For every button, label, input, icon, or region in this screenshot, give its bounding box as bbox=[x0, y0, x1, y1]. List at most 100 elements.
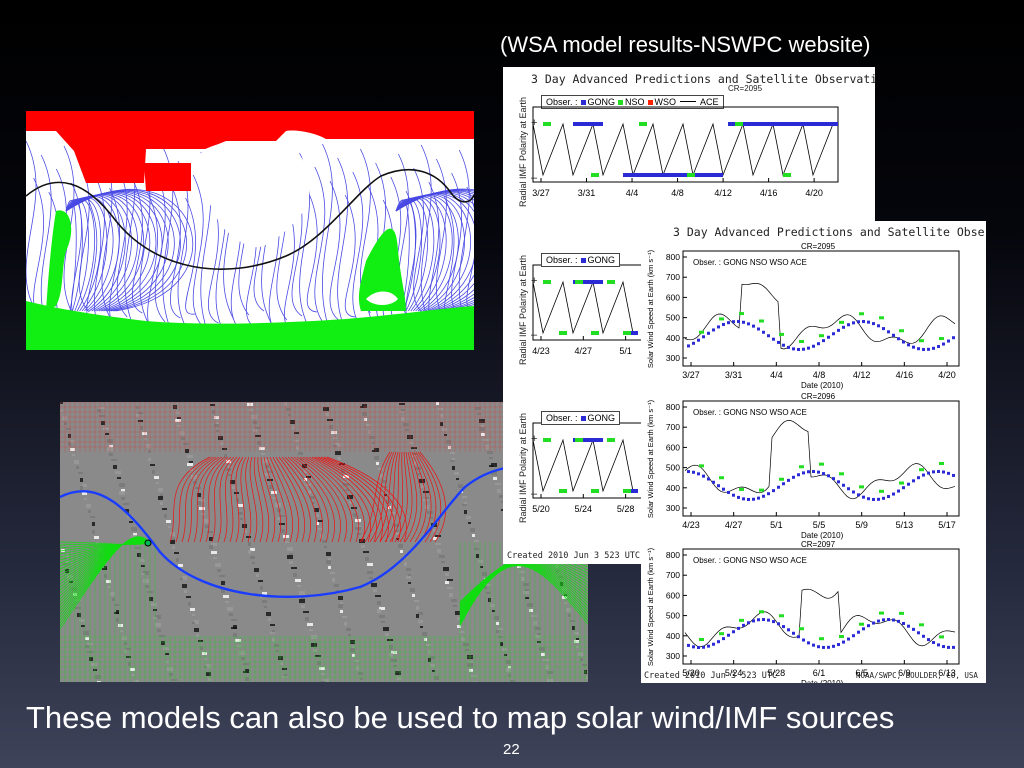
gong-point bbox=[857, 630, 860, 634]
gong-point bbox=[907, 343, 910, 347]
speed-y-tick: 400 bbox=[666, 483, 680, 493]
gong-point bbox=[842, 483, 845, 487]
speed-chart-title: 3 Day Advanced Predictions and Satellite… bbox=[673, 225, 986, 239]
gong-point bbox=[777, 622, 780, 626]
speed-y-tick: 400 bbox=[666, 631, 680, 641]
gong-point bbox=[717, 640, 720, 644]
gong-point bbox=[837, 643, 840, 647]
gong-point bbox=[722, 637, 725, 641]
speed-x-tick: 4/20 bbox=[938, 370, 956, 380]
nso-point bbox=[919, 623, 924, 627]
gong-point bbox=[772, 337, 775, 341]
gong-point bbox=[857, 493, 860, 497]
gong-point bbox=[847, 637, 850, 641]
gong-point bbox=[892, 618, 895, 622]
speed-x-tick: 5/17 bbox=[938, 520, 956, 530]
gong-point bbox=[752, 619, 755, 623]
gong-point bbox=[772, 620, 775, 624]
imf-x-tick: 4/20 bbox=[805, 188, 823, 198]
nso-point bbox=[759, 319, 764, 323]
nso-point bbox=[759, 610, 764, 614]
gong-point bbox=[832, 477, 835, 481]
gong-point bbox=[752, 324, 755, 328]
speed-x-tick: 6/1 bbox=[813, 668, 826, 678]
gong-point bbox=[702, 474, 705, 478]
gong-point bbox=[792, 475, 795, 479]
synoptic-magnetogram bbox=[60, 402, 588, 682]
gong-point bbox=[772, 489, 775, 493]
gong-point bbox=[787, 345, 790, 349]
gong-point bbox=[712, 480, 715, 484]
gong-point bbox=[792, 347, 795, 351]
nso-point bbox=[919, 339, 924, 343]
gong-point bbox=[702, 335, 705, 339]
gong-point bbox=[847, 487, 850, 491]
imf-nso-point bbox=[543, 280, 551, 284]
gong-point bbox=[917, 347, 920, 351]
nso-point bbox=[939, 635, 944, 639]
gong-point bbox=[897, 337, 900, 341]
gong-point bbox=[917, 476, 920, 480]
gong-point bbox=[732, 630, 735, 634]
gong-point bbox=[832, 644, 835, 648]
nso-point bbox=[699, 637, 704, 641]
imf-footer: Created 2010 Jun 3 523 UTC bbox=[507, 551, 641, 561]
nso-point bbox=[779, 332, 784, 336]
gong-point bbox=[692, 341, 695, 345]
speed-cr-label: CR=2097 bbox=[801, 540, 836, 549]
gong-point bbox=[797, 347, 800, 351]
nso-point bbox=[919, 468, 924, 472]
gong-point bbox=[937, 345, 940, 349]
imf-nso-point bbox=[559, 331, 567, 335]
gong-point bbox=[922, 473, 925, 477]
speed-y-tick: 800 bbox=[666, 550, 680, 560]
imf-x-tick: 4/23 bbox=[532, 346, 550, 356]
gong-point bbox=[937, 470, 940, 474]
gong-point bbox=[777, 340, 780, 344]
nso-point bbox=[699, 464, 704, 468]
gong-point bbox=[767, 492, 770, 496]
gong-point bbox=[807, 346, 810, 350]
gong-point bbox=[952, 336, 955, 340]
nso-point bbox=[699, 330, 704, 334]
speed-x-tick: 4/23 bbox=[682, 520, 700, 530]
gong-point bbox=[747, 497, 750, 501]
imf-x-tick: 4/12 bbox=[714, 188, 732, 198]
gong-point bbox=[812, 344, 815, 348]
speed-x-tick: 3/31 bbox=[725, 370, 743, 380]
gong-point bbox=[892, 492, 895, 496]
imf-minus-3: – bbox=[531, 488, 538, 500]
gong-point bbox=[812, 470, 815, 474]
gong-point bbox=[712, 642, 715, 646]
gong-point bbox=[777, 485, 780, 489]
gong-point bbox=[847, 323, 850, 327]
gong-point bbox=[827, 474, 830, 478]
gong-point bbox=[862, 320, 865, 324]
nso-point bbox=[779, 477, 784, 481]
speed-y-tick: 700 bbox=[666, 570, 680, 580]
speed-x-tick: 4/8 bbox=[813, 370, 826, 380]
gong-point bbox=[922, 634, 925, 638]
imf-ylabel-1: Radial IMF Polarity at Earth bbox=[518, 96, 528, 207]
gong-point bbox=[752, 497, 755, 501]
gong-point bbox=[877, 619, 880, 623]
gong-point bbox=[797, 473, 800, 477]
gong-point bbox=[812, 643, 815, 647]
gong-point bbox=[727, 321, 730, 325]
gong-point bbox=[882, 327, 885, 331]
gong-point bbox=[747, 621, 750, 625]
gong-point bbox=[702, 645, 705, 649]
gong-point bbox=[852, 321, 855, 325]
nso-point bbox=[819, 637, 824, 641]
gong-point bbox=[747, 322, 750, 326]
speed-x-tick: 5/24 bbox=[725, 668, 743, 678]
gong-point bbox=[712, 328, 715, 332]
speed-plot-area: CR=2095 Obser. : GONG NSO WSO ACE 800 700 60… bbox=[646, 242, 960, 683]
gong-point bbox=[707, 644, 710, 648]
slide-number: 22 bbox=[503, 741, 520, 758]
gong-point bbox=[862, 627, 865, 631]
gong-point bbox=[742, 623, 745, 627]
nso-point bbox=[839, 635, 844, 639]
gong-point bbox=[797, 635, 800, 639]
nso-point bbox=[879, 489, 884, 493]
